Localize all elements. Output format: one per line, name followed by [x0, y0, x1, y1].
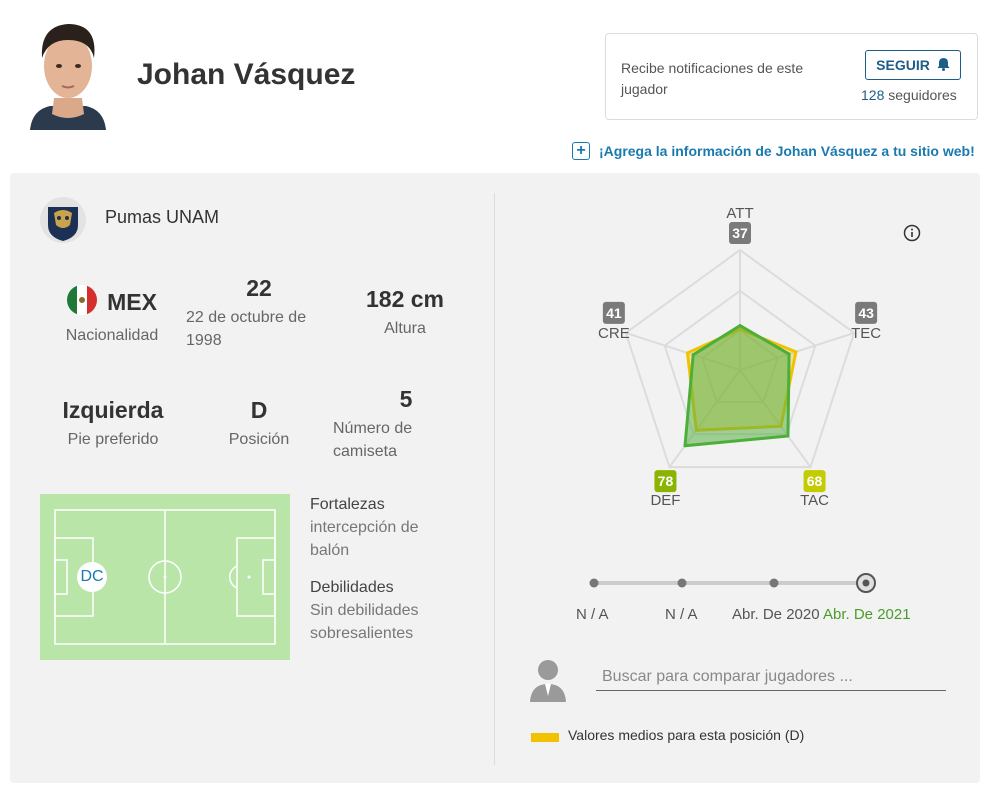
club-name: Pumas UNAM	[105, 207, 220, 227]
radar-point	[738, 324, 742, 328]
legend-swatch	[531, 733, 559, 742]
radar-axis-label: CRE	[598, 325, 630, 342]
foot-label: Pie preferido	[67, 431, 159, 448]
position-value: D	[250, 397, 268, 423]
radar-value-badge	[602, 301, 625, 324]
legend-text: Valores medios para esta posición (D)	[568, 727, 805, 743]
radar-value-label: 43	[858, 305, 874, 321]
nationality-value: MEX	[107, 289, 157, 315]
weaknesses-value: Sin debilidades sobresalientes	[310, 602, 419, 642]
bell-icon	[937, 57, 950, 74]
timeline-item-3[interactable]: Abr. De 2020	[732, 606, 820, 623]
radar-series-polygon	[683, 324, 791, 448]
followers-count: 128 seguidores	[861, 87, 957, 103]
club-logo-icon	[40, 197, 86, 243]
embed-link[interactable]: + ¡Agrega la información de Johan Vásque…	[572, 142, 975, 160]
notification-text: Recibe notificaciones de este jugador	[621, 60, 804, 97]
notification-box: Recibe notificaciones de este jugador SE…	[605, 33, 978, 120]
timeline-item-4[interactable]: Abr. De 2021	[823, 606, 911, 623]
shirt-number-value: 5	[399, 386, 413, 412]
radar-point	[683, 444, 687, 448]
radar-point	[691, 353, 695, 357]
compare-search-input[interactable]	[596, 663, 946, 691]
followers-number: 128	[861, 87, 885, 103]
shirt-number-label: Número de camiseta	[333, 420, 413, 460]
nationality-label: Nacionalidad	[65, 327, 159, 344]
strengths-value: intercepción de balón	[310, 519, 419, 559]
radar-chart: 37 ATT 43 TEC 68 TAC 78 DEF 41 CRE	[598, 205, 881, 509]
plus-icon: +	[572, 142, 590, 160]
height-value: 182 cm	[365, 286, 444, 312]
follow-button[interactable]: SEGUIR	[865, 50, 961, 80]
timeline-dot	[769, 578, 779, 588]
timeline-item-1[interactable]: N / A	[576, 606, 609, 623]
radar-point	[686, 351, 690, 355]
season-timeline: N / A N / A Abr. De 2020 Abr. De 2021	[576, 573, 911, 623]
radar-grid	[624, 248, 856, 469]
position-marker-label: DC	[80, 568, 104, 585]
timeline-dot	[589, 578, 599, 588]
timeline-track	[589, 573, 876, 593]
player-panel: Pumas UNAM MEX Nacionalidad 22 22 de oct…	[10, 173, 980, 783]
info-icon[interactable]	[903, 224, 921, 242]
position-label: Posición	[228, 431, 290, 448]
radar-value-badge	[855, 301, 878, 324]
weaknesses-title: Debilidades	[310, 579, 394, 596]
radar-axis-label: ATT	[726, 205, 753, 222]
radar-axis-label: TEC	[851, 325, 881, 342]
embed-link-text: ¡Agrega la información de Johan Vásquez …	[599, 143, 975, 159]
radar-value-label: 68	[807, 473, 823, 489]
follow-label: SEGUIR	[876, 57, 930, 73]
radar-value-badge	[654, 470, 677, 493]
position-field: DC	[40, 494, 290, 660]
radar-axis-label: DEF	[650, 492, 680, 509]
nationality-stat: MEX Nacionalidad	[56, 285, 168, 347]
panel-divider	[494, 193, 495, 765]
radar-value-badge	[803, 470, 826, 493]
radar-point	[787, 352, 791, 356]
height-label: Altura	[384, 320, 426, 337]
foot-value: Izquierda	[62, 397, 164, 423]
age-value: 22	[246, 275, 272, 301]
timeline-item-2[interactable]: N / A	[665, 606, 698, 623]
radar-value-label: 37	[732, 225, 748, 241]
mexico-flag-icon	[67, 285, 98, 320]
radar-value-label: 78	[658, 473, 674, 489]
radar-value-badge	[729, 222, 751, 244]
player-name: Johan Vásquez	[137, 58, 356, 91]
strengths-title: Fortalezas	[310, 496, 385, 513]
position-marker: DC	[77, 562, 107, 592]
radar-point	[794, 350, 798, 354]
radar-value-label: 41	[606, 305, 622, 321]
followers-label: seguidores	[888, 87, 957, 103]
birthdate-label: 22 de octubre de 1998	[186, 309, 307, 349]
radar-point	[786, 434, 790, 438]
timeline-dot	[677, 578, 687, 588]
player-photo	[28, 18, 108, 130]
radar-axis-label: TAC	[800, 492, 829, 509]
user-silhouette-icon	[528, 656, 568, 702]
